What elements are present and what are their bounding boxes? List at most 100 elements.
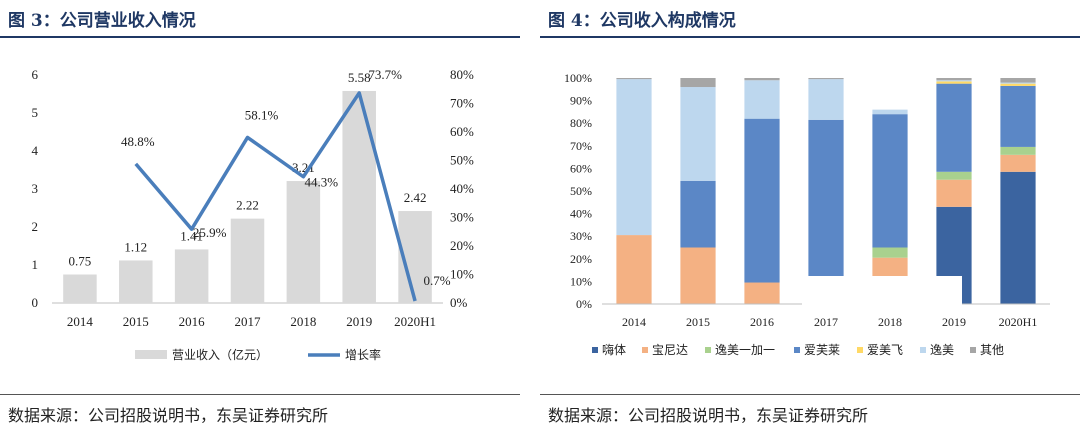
stacked-bar-segment (1000, 82, 1036, 84)
legend-label: 逸美 (930, 343, 954, 357)
stacked-bar-segment (744, 282, 780, 304)
growth-value-label: 58.1% (245, 107, 279, 122)
x-tick-label: 2015 (686, 315, 710, 329)
y-tick-label: 5 (32, 105, 39, 120)
growth-value-label: 73.7% (368, 67, 402, 82)
stacked-bar-segment (936, 78, 972, 81)
x-tick-label: 2019 (346, 314, 372, 329)
growth-value-label: 0.7% (424, 273, 451, 288)
x-tick-label: 2018 (290, 314, 316, 329)
y2-tick-label: 70% (450, 96, 474, 111)
stacked-bar-segment (616, 79, 652, 236)
y-tick-label: 0% (576, 297, 592, 311)
x-tick-label: 2014 (67, 314, 94, 329)
legend-label: 爱美飞 (867, 343, 903, 357)
chart-title: 图 4：公司收入构成情况 (548, 11, 736, 31)
stacked-bar-segment (680, 180, 716, 248)
stacked-bar-segment (680, 78, 716, 88)
y-tick-label: 3 (32, 181, 39, 196)
stacked-bar-segment (936, 80, 972, 82)
legend-swatch (705, 347, 711, 353)
y-tick-label: 40% (570, 207, 592, 221)
y-tick-label: 100% (564, 71, 592, 85)
y2-tick-label: 20% (450, 238, 474, 253)
y2-tick-label: 50% (450, 153, 474, 168)
y-tick-label: 90% (570, 94, 592, 108)
y-tick-label: 60% (570, 161, 592, 175)
stacked-bar-segment (872, 114, 908, 248)
chart-title: 图 3：公司营业收入情况 (8, 11, 196, 31)
x-tick-label: 2020H1 (394, 314, 436, 329)
legend-swatch-bar (135, 350, 167, 359)
y-tick-label: 20% (570, 252, 592, 266)
stacked-bar-segment (1000, 154, 1036, 172)
legend-label: 增长率 (345, 347, 381, 362)
growth-value-label: 25.9% (193, 225, 227, 240)
legend-swatch (642, 347, 648, 353)
stacked-bar-segment (616, 235, 652, 304)
stacked-bar-segment (616, 78, 652, 80)
stacked-bar-segment (808, 79, 844, 120)
y2-tick-label: 60% (450, 124, 474, 139)
source-divider (540, 394, 1080, 395)
y-tick-label: 1 (32, 257, 39, 272)
x-tick-label: 2020H1 (999, 315, 1038, 329)
stacked-bar-segment (1000, 83, 1036, 86)
stacked-bar-segment (936, 171, 972, 180)
title-divider (0, 36, 520, 38)
legend-label: 嗨体 (602, 343, 626, 357)
y2-tick-label: 10% (450, 267, 474, 282)
legend-label: 宝尼达 (652, 343, 688, 357)
bar-value-label: 5.58 (348, 70, 371, 85)
blank-patch (802, 276, 962, 306)
stacked-bar-segment (744, 80, 780, 119)
y2-tick-label: 40% (450, 181, 474, 196)
x-tick-label: 2016 (750, 315, 774, 329)
bar (342, 90, 376, 304)
stacked-bar-segment (1000, 85, 1036, 147)
bar (230, 218, 265, 303)
x-tick-label: 2018 (878, 315, 902, 329)
bar-value-label: 1.12 (124, 239, 147, 254)
stacked-bar-segment (680, 247, 716, 304)
stacked-bar-segment (744, 118, 780, 283)
y-tick-label: 50% (570, 184, 592, 198)
x-tick-label: 2017 (235, 314, 262, 329)
bar (63, 274, 97, 303)
bar (174, 249, 209, 303)
x-tick-label: 2014 (622, 315, 646, 329)
y-tick-label: 0 (32, 295, 39, 310)
y-tick-label: 10% (570, 274, 592, 288)
stacked-bar-segment (936, 179, 972, 207)
legend-label: 爱芙莱 (804, 343, 840, 357)
bar-value-label: 0.75 (69, 254, 92, 269)
stacked-bar-segment (1000, 146, 1036, 155)
x-tick-label: 2015 (123, 314, 149, 329)
bar-value-label: 2.42 (404, 190, 427, 205)
bar (286, 181, 321, 303)
stacked-bar-segment (680, 87, 716, 181)
y-tick-label: 6 (32, 67, 39, 82)
stacked-bar-segment (872, 247, 908, 258)
bar (119, 260, 153, 303)
legend-swatch (592, 347, 598, 353)
revenue-panel: 图 3：公司营业收入情况 0 1 2 3 4 5 6 0% 10% 20% 30% 40% 50% 60%… (0, 0, 520, 428)
stacked-bar-segment (936, 83, 972, 172)
title-divider (540, 36, 1080, 38)
x-tick-label: 2019 (942, 315, 966, 329)
stacked-bar-segment (808, 119, 844, 282)
y2-tick-label: 0% (450, 295, 468, 310)
legend-label: 其他 (980, 343, 1004, 357)
y-tick-label: 4 (32, 143, 39, 158)
source-note: 数据来源：公司招股说明书，东吴证券研究所 (548, 406, 869, 425)
growth-value-label: 44.3% (305, 175, 339, 190)
legend-label: 逸美一加一 (715, 343, 775, 357)
stacked-bar-segment (808, 78, 844, 80)
y2-tick-label: 30% (450, 210, 474, 225)
stacked-bar-segment (1000, 171, 1036, 304)
stacked-bar-segment (1000, 78, 1036, 83)
growth-value-label: 48.8% (121, 134, 155, 149)
revenue-chart: 01234560%10%20%30%40%50%60%70%80%0.75201… (32, 67, 475, 362)
growth-line (134, 91, 417, 302)
x-tick-label: 2016 (179, 314, 206, 329)
